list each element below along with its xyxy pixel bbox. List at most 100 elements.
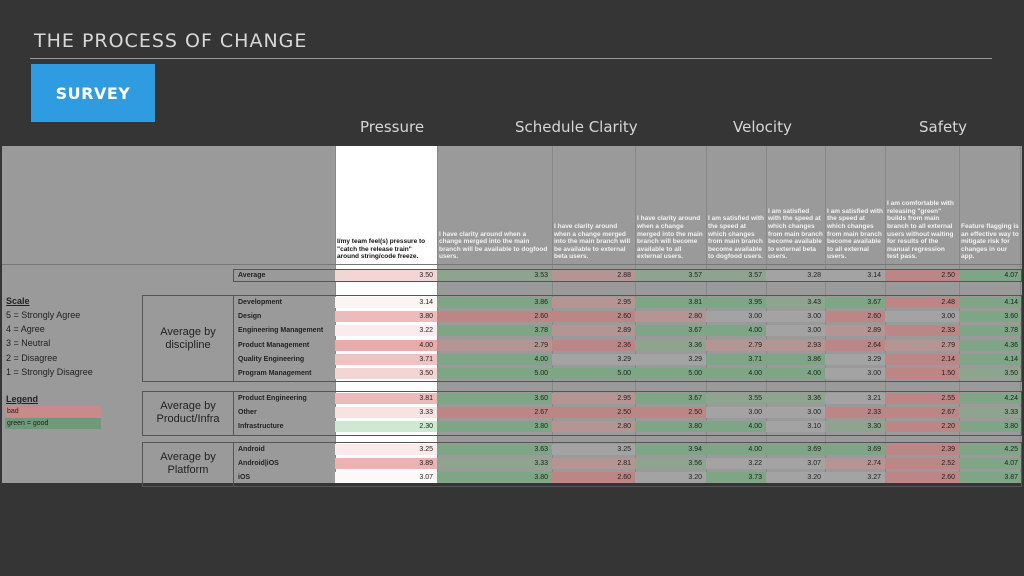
row-label: Development (238, 299, 282, 306)
table-cell: 2.36 (552, 339, 635, 351)
legend-bad-label: bad (7, 408, 19, 415)
row-label: Other (238, 409, 257, 417)
row-label: Design (238, 313, 262, 321)
table-cell: 3.33 (335, 407, 437, 419)
table-cell: 3.80 (635, 421, 706, 433)
table-cell: 2.79 (437, 339, 552, 351)
table-cell: 3.00 (766, 311, 825, 323)
scale-title: Scale (6, 296, 30, 306)
table-cell: 2.60 (552, 472, 635, 484)
column-header: I am satisfied with the speed at which c… (768, 207, 823, 261)
title-rule (30, 58, 992, 59)
column-header: I have clarity around when a change merg… (554, 223, 631, 261)
section-label: Average by Product/Infra (156, 400, 220, 426)
row-label: Android|iOS (238, 460, 279, 468)
table-cell: 1.50 (885, 368, 959, 379)
scale-item: 4 = Agree (6, 324, 45, 335)
table-cell: 3.50 (959, 368, 1022, 379)
table-cell: 3.53 (437, 270, 552, 281)
table-cell: 3.67 (825, 297, 885, 308)
group-title-1: Schedule Clarity (515, 118, 638, 136)
group-title-0: Pressure (360, 118, 425, 136)
table-cell: 3.00 (706, 407, 766, 419)
table-cell: 2.60 (437, 311, 552, 323)
table-cell: 3.14 (825, 270, 885, 281)
table-cell: 3.69 (825, 444, 885, 455)
table-cell: 3.29 (552, 353, 635, 365)
table-cell: 2.60 (885, 472, 959, 484)
table-cell: 4.00 (706, 368, 766, 379)
table-cell: 3.56 (635, 458, 706, 470)
table-cell: 3.29 (635, 353, 706, 365)
table-cell: 2.30 (335, 421, 437, 433)
table-cell: 3.00 (766, 407, 825, 419)
table-cell: 4.25 (959, 444, 1022, 455)
table-cell: 2.89 (825, 325, 885, 337)
table-cell: 5.00 (552, 368, 635, 379)
row-label: Program Management (238, 370, 312, 377)
table-cell: 4.00 (766, 368, 825, 379)
section-box (142, 442, 1022, 487)
table-cell: 3.21 (825, 393, 885, 404)
table-cell: 2.88 (552, 270, 635, 281)
table-cell: 3.80 (335, 311, 437, 323)
table-cell: 3.87 (959, 472, 1022, 484)
table-cell: 3.00 (766, 325, 825, 337)
table-cell: 3.25 (335, 444, 437, 455)
survey-badge: SURVEY (31, 64, 155, 122)
table-cell: 3.80 (959, 421, 1022, 433)
section-box (142, 295, 1022, 383)
table-cell: 3.73 (706, 472, 766, 484)
scale-item: 1 = Strongly Disagree (6, 366, 93, 377)
table-cell: 3.22 (706, 458, 766, 470)
row-label: Engineering Management (238, 327, 324, 335)
column-header: I am satisfied with the speed at which c… (827, 207, 883, 261)
table-cell: 2.52 (885, 458, 959, 470)
table-cell: 3.57 (635, 270, 706, 281)
table-cell: 3.57 (706, 270, 766, 281)
row-label: Infrastructure (238, 423, 284, 431)
table-cell: 2.79 (885, 339, 959, 351)
column-header: I am comfortable with releasing "green" … (887, 200, 954, 261)
table-cell: 3.07 (335, 472, 437, 484)
table-cell: 2.50 (635, 407, 706, 419)
table-cell: 2.95 (552, 393, 635, 404)
section-label: Average by Platform (160, 451, 216, 477)
table-cell: 3.14 (335, 297, 437, 308)
table-cell: 2.80 (552, 421, 635, 433)
column-header: I/my team feel(s) pressure to "catch the… (337, 238, 426, 261)
table-cell: 3.86 (766, 353, 825, 365)
table-cell: 2.60 (825, 311, 885, 323)
table-cell: 2.67 (885, 407, 959, 419)
column-header: Feature flagging is an effective way to … (961, 223, 1019, 261)
table-cell: 3.50 (335, 368, 437, 379)
column-header: I am satisfied with the speed at which c… (708, 215, 764, 261)
table-cell: 3.36 (766, 393, 825, 404)
table-cell: 2.80 (635, 311, 706, 323)
table-cell: 2.95 (552, 297, 635, 308)
table-cell: 3.33 (959, 407, 1022, 419)
table-cell: 3.60 (959, 311, 1022, 323)
scale-item: 2 = Disagree (6, 352, 58, 363)
legend-title: Legend (6, 394, 39, 404)
row-label: Android (238, 446, 265, 453)
legend-bad: bad (5, 406, 101, 417)
table-cell: 3.80 (437, 472, 552, 484)
table-cell: 3.67 (635, 393, 706, 404)
table-cell: 3.00 (706, 311, 766, 323)
scale-item: 5 = Strongly Agree (6, 310, 81, 320)
table-cell: 3.22 (335, 325, 437, 337)
table-cell: 3.28 (766, 270, 825, 281)
table-cell: 4.14 (959, 353, 1022, 365)
group-title-3: Safety (919, 118, 967, 136)
table-cell: 3.71 (706, 353, 766, 365)
table-cell: 2.20 (885, 421, 959, 433)
table-cell: 2.33 (885, 325, 959, 337)
table-cell: 3.78 (959, 325, 1022, 337)
legend-good-label: green = good (7, 420, 49, 427)
table-cell: 4.00 (706, 421, 766, 433)
table-cell: 3.43 (766, 297, 825, 308)
table-cell: 3.20 (635, 472, 706, 484)
table-cell: 3.81 (335, 393, 437, 404)
table-cell: 2.50 (552, 407, 635, 419)
